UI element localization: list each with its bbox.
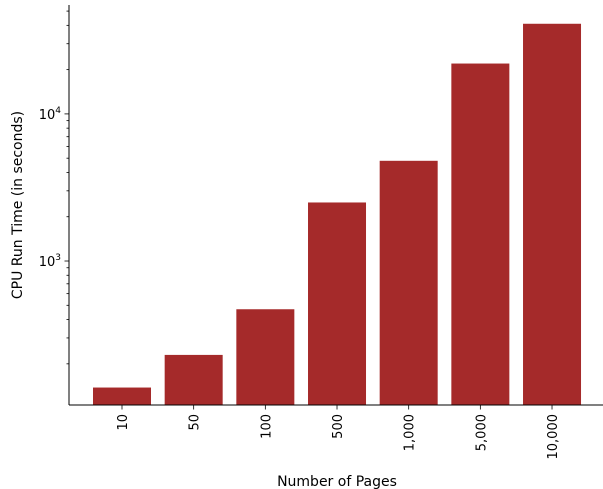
bar	[379, 160, 438, 405]
bars	[93, 23, 582, 405]
bar	[308, 202, 367, 405]
y-axis-title: CPU Run Time (in seconds)	[10, 111, 26, 299]
x-tick-label: 500	[331, 414, 346, 439]
bar	[523, 23, 582, 405]
bar	[164, 354, 223, 405]
x-axis-title: Number of Pages	[277, 474, 397, 489]
x-tick-label: 1,000	[403, 414, 418, 451]
y-tick-label: 104	[39, 106, 62, 123]
x-tick-label: 50	[188, 414, 203, 431]
x-ticks: 10 50 100 500 1,000 5,000 10,000	[116, 405, 561, 460]
bar	[451, 63, 510, 405]
x-tick-label: 10,000	[546, 414, 561, 460]
x-tick-label: 100	[259, 414, 274, 439]
bar	[236, 309, 295, 405]
y-tick-label: 103	[39, 253, 61, 270]
x-tick-label: 10	[116, 414, 131, 431]
bar	[93, 387, 151, 405]
y-major-ticks: 103 104	[39, 106, 69, 270]
x-tick-label: 5,000	[474, 414, 489, 451]
